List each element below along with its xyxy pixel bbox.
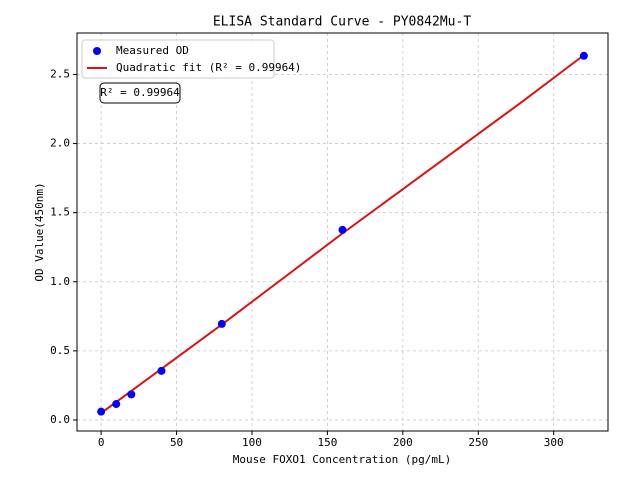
x-tick-label: 300 [544, 436, 564, 449]
legend-label: Measured OD [116, 44, 189, 57]
y-axis-label: OD Value(450nm) [33, 182, 46, 281]
data-point [579, 51, 588, 60]
data-point [217, 319, 226, 328]
annotation: R² = 0.99964 [100, 86, 180, 99]
annotation-box [99, 82, 181, 104]
legend-label: Quadratic fit (R² = 0.99964) [116, 61, 301, 74]
data-point [127, 390, 136, 399]
legend-marker [93, 47, 101, 55]
x-tick-label: 100 [242, 436, 262, 449]
x-tick-label: 50 [170, 436, 183, 449]
x-tick-label: 0 [98, 436, 105, 449]
y-tick-label: 1.5 [50, 206, 70, 219]
plot-frame [76, 32, 609, 432]
data-point [97, 407, 106, 416]
y-tick-label: 0.0 [50, 413, 70, 426]
x-tick-label: 200 [393, 436, 413, 449]
data-point [157, 366, 166, 375]
y-tick-label: 1.0 [50, 275, 70, 288]
fit-line [100, 54, 585, 414]
y-tick-label: 2.0 [50, 137, 70, 150]
y-tick-label: 2.5 [50, 67, 70, 80]
y-tick-label: 0.5 [50, 344, 70, 357]
x-tick-label: 150 [317, 436, 337, 449]
x-tick-label: 250 [468, 436, 488, 449]
legend-box [81, 39, 275, 79]
x-axis-label: Mouse FOXO1 Concentration (pg/mL) [233, 453, 452, 466]
chart-title: ELISA Standard Curve - PY0842Mu-T [213, 15, 471, 30]
data-point [338, 225, 347, 234]
data-point [112, 400, 121, 409]
